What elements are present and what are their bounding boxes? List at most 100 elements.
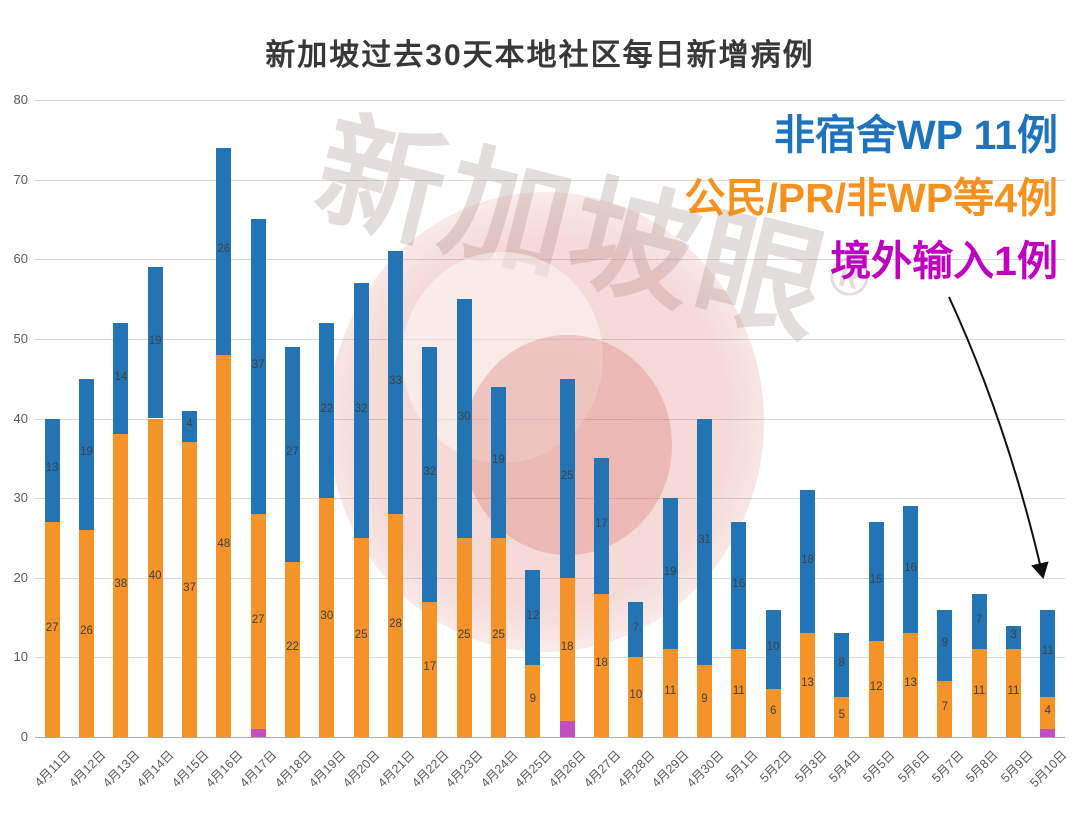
bar-segment xyxy=(1006,625,1021,650)
bar-value-label: 26 xyxy=(80,625,93,638)
x-axis-label: 4月17日 xyxy=(237,747,280,791)
x-axis-line xyxy=(35,737,1065,738)
bar-value-label: 18 xyxy=(595,657,608,670)
bar-value-label: 7 xyxy=(632,621,640,634)
bar-value-label: 19 xyxy=(492,454,505,467)
bar-value-label: 17 xyxy=(595,517,608,530)
gridline xyxy=(35,657,1065,659)
y-axis-label: 60 xyxy=(13,251,28,267)
bar-segment xyxy=(525,665,541,737)
bar-segment xyxy=(388,514,403,737)
bar-segment xyxy=(285,346,300,562)
x-axis-label: 4月16日 xyxy=(203,747,246,791)
bar-value-label: 19 xyxy=(148,334,162,347)
bar-value-label: 16 xyxy=(732,577,746,590)
bar-value-label: 9 xyxy=(701,693,708,706)
bar-segment xyxy=(868,522,884,642)
bar-value-label: 10 xyxy=(629,689,643,702)
bar-segment xyxy=(79,529,94,737)
bar-value-label: 10 xyxy=(766,641,780,654)
bar-segment xyxy=(800,633,815,737)
x-axis-label: 4月21日 xyxy=(374,747,418,791)
bar-value-label: 38 xyxy=(114,577,128,590)
bar-value-label: 32 xyxy=(354,402,368,415)
y-axis-label: 50 xyxy=(13,330,28,346)
bar-segment xyxy=(250,219,266,515)
gridline xyxy=(35,577,1065,579)
bar-value-label: 30 xyxy=(320,609,334,622)
y-axis-label: 40 xyxy=(13,410,28,426)
bar-segment xyxy=(1040,609,1056,698)
bar-value-label: 25 xyxy=(492,629,505,642)
gridline xyxy=(35,179,1065,181)
y-axis-label: 0 xyxy=(20,729,28,744)
x-axis-label: 5月8日 xyxy=(963,747,1001,786)
bar-segment xyxy=(868,641,884,737)
bar-value-label: 11 xyxy=(1007,685,1020,698)
bar-segment xyxy=(731,522,747,650)
y-axis-label: 20 xyxy=(13,569,28,585)
x-axis-label: 5月3日 xyxy=(791,747,830,786)
x-axis-label: 4月12日 xyxy=(65,747,109,791)
bar-segment xyxy=(971,649,987,737)
bar-segment xyxy=(559,378,575,578)
annotation-nondorm-wp: 非宿舍WP 11例 xyxy=(773,112,1058,158)
bar-value-label: 9 xyxy=(529,693,537,706)
bar-value-label: 7 xyxy=(975,613,983,626)
bar-value-label: 3 xyxy=(1010,629,1017,642)
bar-segment xyxy=(903,633,918,737)
bar-value-label: 14 xyxy=(114,370,128,383)
x-axis-label: 4月24日 xyxy=(477,747,521,791)
bar-segment xyxy=(422,346,438,602)
bar-value-label: 48 xyxy=(217,537,231,550)
bar-segment xyxy=(628,601,644,658)
x-axis-label: 4月18日 xyxy=(271,747,315,791)
bar-segment xyxy=(216,147,232,355)
bar-value-label: 22 xyxy=(320,402,334,415)
bar-value-label: 13 xyxy=(45,462,59,475)
bar-value-label: 11 xyxy=(732,685,745,698)
x-axis-label: 4月29日 xyxy=(649,747,692,791)
bar-value-label: 37 xyxy=(183,581,196,594)
y-axis-label: 10 xyxy=(13,649,28,665)
chart-title: 新加坡过去30天本地社区每日新增病例 xyxy=(265,39,815,72)
bar-value-label: 30 xyxy=(457,410,471,423)
x-axis-label: 5月6日 xyxy=(894,747,933,786)
x-axis-label: 4月30日 xyxy=(683,747,727,791)
bar-segment xyxy=(834,633,850,698)
bar-segment xyxy=(559,577,575,722)
x-axis-label: 5月2日 xyxy=(757,747,795,786)
x-axis-label: 5月4日 xyxy=(826,747,864,786)
x-axis-label: 4月13日 xyxy=(100,747,143,791)
bar-value-label: 15 xyxy=(869,573,883,586)
bar-segment xyxy=(1040,729,1056,737)
bar-value-label: 25 xyxy=(354,629,368,642)
bar-segment xyxy=(147,418,163,737)
bar-segment xyxy=(353,283,369,538)
bar-value-label: 4 xyxy=(186,418,193,431)
bar-segment xyxy=(903,506,918,634)
gridline xyxy=(35,259,1065,261)
bar-segment xyxy=(628,657,644,737)
bar-value-label: 12 xyxy=(869,681,883,694)
x-axis-label: 4月26日 xyxy=(546,747,589,791)
bar-value-label: 28 xyxy=(389,617,402,630)
x-axis-label: 4月22日 xyxy=(409,747,452,791)
bar-segment xyxy=(113,322,129,435)
bar-segment xyxy=(250,514,266,730)
bar-value-label: 27 xyxy=(286,446,299,459)
bar-value-label: 37 xyxy=(251,358,265,371)
bar-segment xyxy=(319,322,335,499)
annotation-citizen-pr: 公民/PR/非WP等4例 xyxy=(684,175,1058,221)
bar-segment xyxy=(765,609,781,690)
bar-segment xyxy=(353,537,369,737)
bar-segment xyxy=(182,410,197,443)
gridline xyxy=(35,498,1065,500)
bar-segment xyxy=(1040,697,1056,730)
bar-value-label: 27 xyxy=(251,613,265,626)
gridline xyxy=(35,418,1065,420)
bar-segment xyxy=(594,593,609,737)
bar-value-label: 12 xyxy=(526,609,540,622)
bar-segment xyxy=(971,593,987,650)
bar-value-label: 13 xyxy=(801,677,814,690)
